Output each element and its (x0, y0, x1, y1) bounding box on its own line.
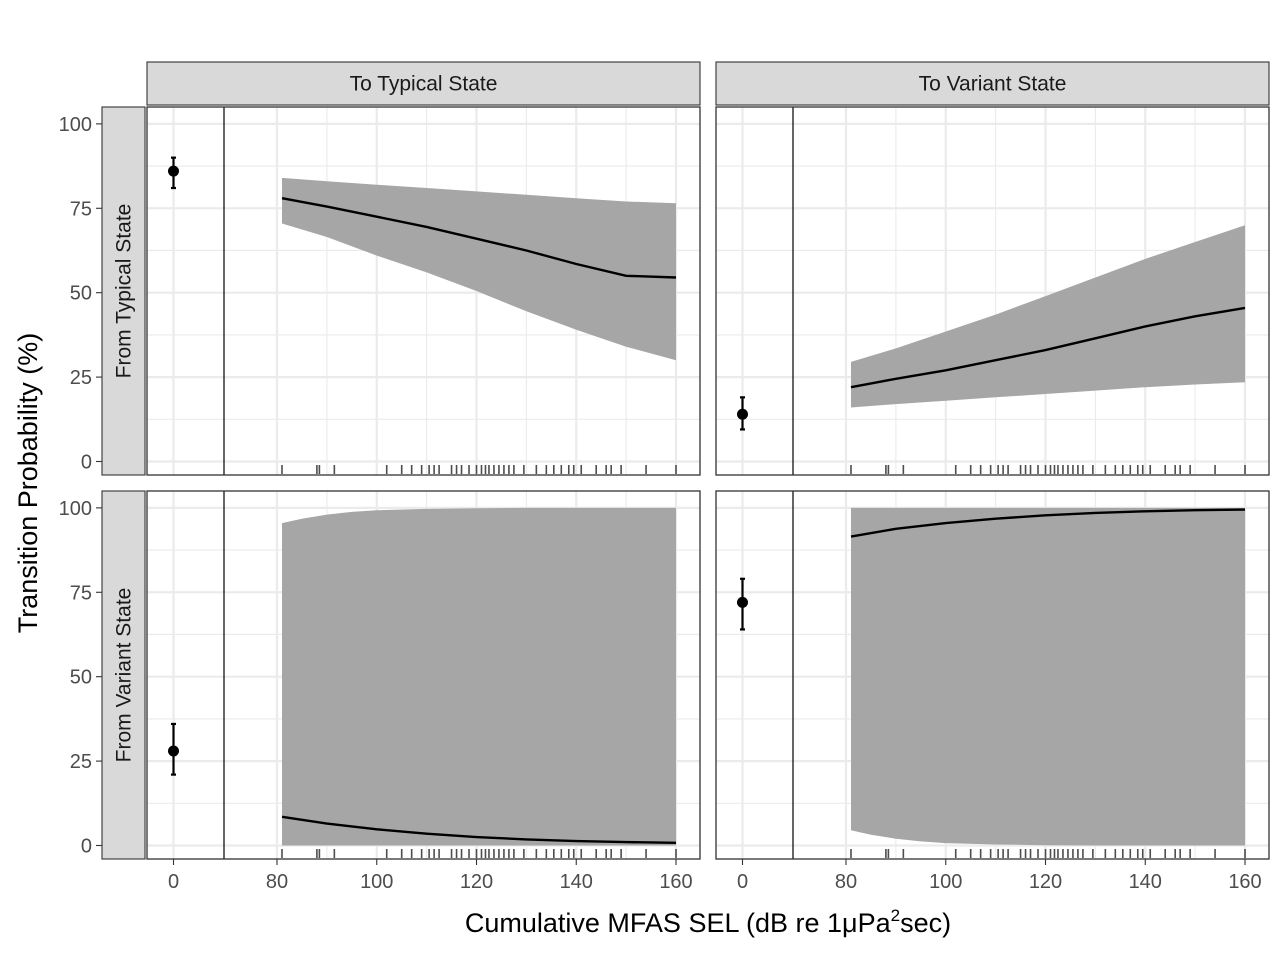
y-axis-title: Transition Probability (%) (13, 333, 43, 634)
x-tick-label: 120 (1029, 871, 1062, 893)
column-strip-label: To Variant State (919, 73, 1067, 96)
x-axis-to-typical-state: 0 80 100 120 140 160 (168, 859, 693, 893)
column-strip-to-variant-state: To Variant State (715, 61, 1270, 106)
x-tick-label: 140 (1129, 871, 1162, 893)
x-axis-to-variant-state: 0 80 100 120 140 160 (737, 859, 1262, 893)
y-tick-label: 50 (70, 283, 92, 305)
strip-background (146, 61, 701, 106)
y-axis-from-variant-state: 0 25 50 75 100 (59, 498, 102, 857)
x-tick-label: 100 (929, 871, 962, 893)
panels-layer (146, 106, 1270, 860)
y-tick-label: 0 (81, 835, 92, 857)
confidence-ribbon (851, 507, 1245, 846)
panel-from-variant-state-to-typical-state (146, 490, 701, 860)
x-tick-label: 120 (460, 871, 493, 893)
baseline-point (737, 596, 748, 608)
x-tick-label: 160 (659, 871, 692, 893)
column-strip-to-typical-state: To Typical State (146, 61, 701, 106)
strip-background (715, 61, 1270, 106)
fitted-line (281, 197, 677, 279)
panel-border (715, 106, 1270, 476)
y-tick-label: 100 (59, 114, 92, 136)
column-strip-label: To Typical State (350, 73, 498, 96)
row-strip-from-typical-state: From Typical State (101, 106, 146, 476)
y-tick-label: 25 (70, 751, 92, 773)
row-strip-label: From Typical State (113, 204, 136, 379)
panel-from-typical-state-to-variant-state (715, 106, 1270, 476)
x-axis-title: Cumulative MFAS SEL (dB re 1μPa2sec) (465, 906, 951, 938)
row-strip-label: From Variant State (113, 588, 136, 763)
fitted-line (850, 306, 1246, 389)
panel-from-variant-state-to-variant-state (715, 490, 1270, 860)
panel-from-typical-state-to-typical-state (146, 106, 701, 476)
fitted-line (281, 815, 677, 844)
confidence-ribbon (851, 225, 1245, 408)
x-tick-label: 140 (560, 871, 593, 893)
x-tick-label: 0 (737, 871, 748, 893)
y-tick-label: 75 (70, 198, 92, 220)
y-tick-label: 75 (70, 582, 92, 604)
confidence-ribbon (282, 507, 676, 846)
y-tick-label: 0 (81, 451, 92, 473)
baseline-point (168, 745, 179, 757)
fitted-line (850, 508, 1246, 538)
baseline-point (737, 408, 748, 420)
x-tick-label: 100 (360, 871, 393, 893)
panel-border (715, 490, 1270, 860)
axes-layer: 0 25 50 75 100 0 25 50 75 100 0 80 100 120 140 160 0 80 10… (59, 114, 1262, 893)
strips-layer: To Typical State To Variant State From Typ… (101, 61, 1270, 860)
y-tick-label: 100 (59, 498, 92, 520)
panel-border (146, 490, 701, 860)
strip-background (101, 106, 146, 476)
baseline-point (168, 165, 179, 177)
y-tick-label: 50 (70, 667, 92, 689)
y-tick-label: 25 (70, 367, 92, 389)
x-tick-label: 0 (168, 871, 179, 893)
panel-border (146, 106, 701, 476)
confidence-ribbon (282, 177, 676, 361)
x-tick-label: 160 (1228, 871, 1261, 893)
x-tick-label: 80 (266, 871, 288, 893)
row-strip-from-variant-state: From Variant State (101, 490, 146, 860)
strip-background (101, 490, 146, 860)
y-axis-from-typical-state: 0 25 50 75 100 (59, 114, 102, 473)
x-tick-label: 80 (835, 871, 857, 893)
